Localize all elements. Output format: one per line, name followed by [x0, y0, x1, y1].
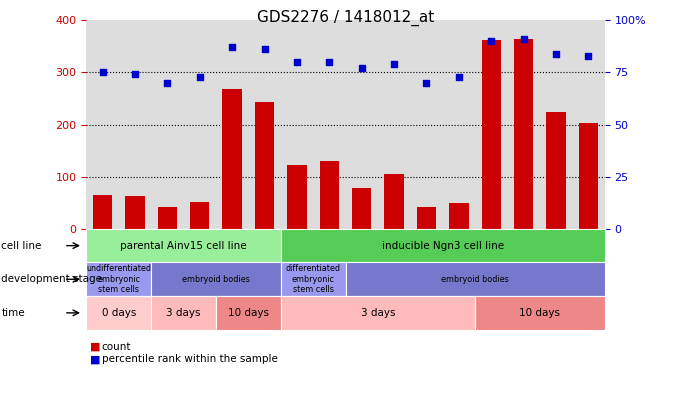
Point	[194, 73, 205, 80]
Bar	[514, 38, 533, 229]
Point	[486, 38, 497, 44]
Text: 10 days: 10 days	[228, 308, 269, 318]
Text: development stage: development stage	[1, 274, 102, 284]
Point	[97, 69, 108, 76]
Text: undifferentiated
embryonic
stem cells: undifferentiated embryonic stem cells	[86, 264, 151, 294]
Bar	[384, 174, 404, 229]
Text: time: time	[1, 308, 25, 318]
Point	[518, 36, 529, 42]
Bar	[449, 203, 468, 229]
Point	[421, 79, 432, 86]
Bar	[255, 102, 274, 229]
Text: GDS2276 / 1418012_at: GDS2276 / 1418012_at	[257, 10, 434, 26]
Point	[162, 79, 173, 86]
Bar	[319, 161, 339, 229]
Bar	[93, 195, 112, 229]
Text: 0 days: 0 days	[102, 308, 136, 318]
Text: parental Ainv15 cell line: parental Ainv15 cell line	[120, 241, 247, 251]
Point	[227, 44, 238, 51]
Bar	[158, 207, 177, 229]
Point	[551, 50, 562, 57]
Text: ■: ■	[90, 342, 100, 352]
Point	[259, 46, 270, 53]
Bar	[547, 111, 566, 229]
Text: embryoid bodies: embryoid bodies	[441, 275, 509, 284]
Bar	[482, 40, 501, 229]
Text: differentiated
embryonic
stem cells: differentiated embryonic stem cells	[285, 264, 341, 294]
Point	[583, 53, 594, 59]
Bar	[417, 207, 436, 229]
Text: 3 days: 3 days	[361, 308, 395, 318]
Text: 10 days: 10 days	[520, 308, 560, 318]
Bar	[125, 196, 144, 229]
Point	[356, 65, 367, 71]
Bar	[223, 89, 242, 229]
Text: cell line: cell line	[1, 241, 41, 251]
Point	[292, 59, 303, 65]
Bar	[352, 188, 371, 229]
Bar	[190, 202, 209, 229]
Text: count: count	[102, 342, 131, 352]
Text: inducible Ngn3 cell line: inducible Ngn3 cell line	[381, 241, 504, 251]
Point	[129, 71, 140, 78]
Text: 3 days: 3 days	[167, 308, 201, 318]
Point	[388, 61, 399, 67]
Bar	[578, 124, 598, 229]
Point	[453, 73, 464, 80]
Text: ■: ■	[90, 354, 100, 364]
Text: embryoid bodies: embryoid bodies	[182, 275, 250, 284]
Point	[324, 59, 335, 65]
Text: percentile rank within the sample: percentile rank within the sample	[102, 354, 278, 364]
Bar	[287, 165, 307, 229]
